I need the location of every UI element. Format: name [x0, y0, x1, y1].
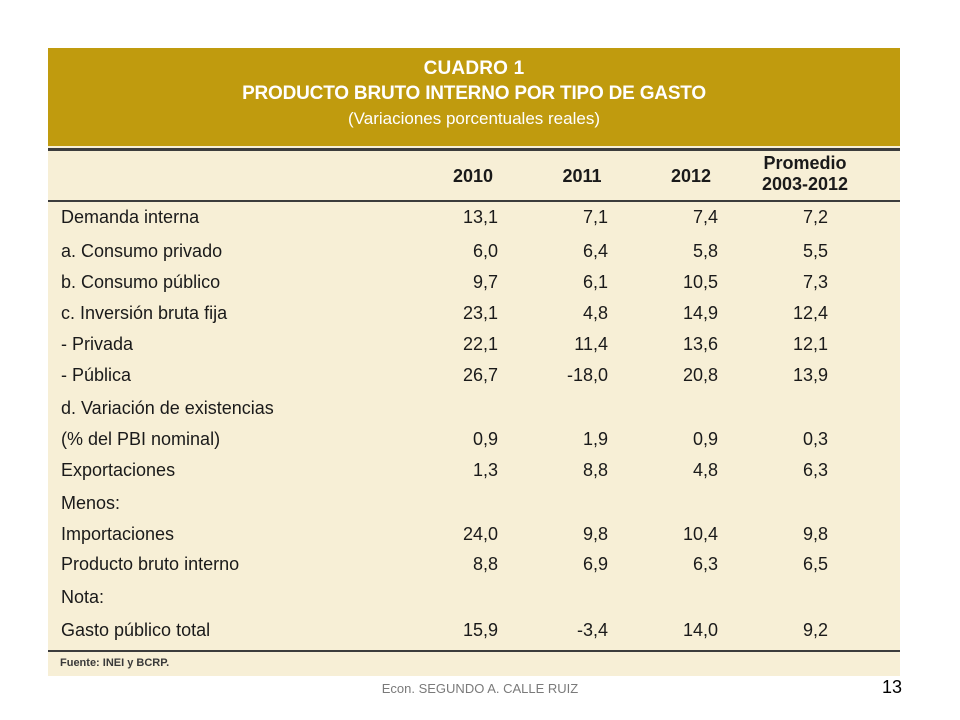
table-top-rule: [48, 148, 900, 151]
row-value-2011: 6,9: [582, 554, 608, 574]
row-label: Menos:: [61, 493, 121, 513]
row-label: Importaciones: [61, 524, 175, 544]
row-value-2012: 7,4: [692, 207, 718, 227]
row-value-2012: 14,0: [682, 620, 718, 640]
table-source: Fuente: INEI y BCRP.: [60, 657, 170, 669]
column-header-average: Promedio 2003-2012: [740, 153, 870, 195]
row-value-2010: 8,8: [472, 554, 498, 574]
row-value-2010: 9,7: [472, 272, 498, 292]
row-value-2012: 4,8: [692, 460, 718, 480]
slide-page-number: 13: [881, 677, 902, 697]
row-value-2010: 15,9: [462, 620, 498, 640]
row-value-2012: 6,3: [692, 554, 718, 574]
row-value-average: 12,4: [792, 303, 828, 323]
row-value-2010: 1,3: [472, 460, 498, 480]
row-value-2012: 0,9: [692, 429, 718, 449]
table-header-rule: [48, 200, 900, 202]
row-value-2011: 11,4: [574, 334, 608, 354]
table-title-band: CUADRO 1 PRODUCTO BRUTO INTERNO POR TIPO…: [48, 48, 900, 146]
row-label: d. Variación de existencias: [61, 398, 274, 418]
row-value-average: 13,9: [792, 365, 828, 385]
row-value-average: 7,3: [802, 272, 828, 292]
row-value-2011: 7,1: [582, 207, 608, 227]
row-label: b. Consumo público: [61, 272, 221, 292]
row-value-2011: 8,8: [582, 460, 608, 480]
table-bottom-rule: [48, 650, 900, 652]
row-value-2011: 1,9: [582, 429, 608, 449]
row-value-average: 12,1: [792, 334, 828, 354]
row-value-2011: 9,8: [582, 524, 608, 544]
row-value-2011: -18,0: [566, 365, 608, 385]
row-value-average: 5,5: [802, 241, 828, 261]
row-value-2010: 23,1: [462, 303, 498, 323]
row-value-2010: 24,0: [462, 524, 498, 544]
column-header-2010: 2010: [452, 166, 494, 186]
row-value-2011: -3,4: [576, 620, 608, 640]
row-label: - Pública: [61, 365, 132, 385]
row-value-2011: 6,4: [582, 241, 608, 261]
column-header-2011: 2011: [562, 166, 602, 186]
table-row: Importaciones 24,0 9,8 10,4 9,8: [48, 520, 900, 550]
table-row: d. Variación de existencias: [48, 394, 900, 424]
table-row: (% del PBI nominal) 0,9 1,9 0,9 0,3: [48, 425, 900, 455]
row-value-average: 0,3: [802, 429, 828, 449]
column-header-average-line2: 2003-2012: [761, 174, 849, 194]
row-value-2012: 13,6: [682, 334, 718, 354]
table-subtitle: PRODUCTO BRUTO INTERNO POR TIPO DE GASTO: [242, 83, 706, 104]
row-label: - Privada: [61, 334, 134, 354]
table-row: b. Consumo público 9,7 6,1 10,5 7,3: [48, 268, 900, 298]
row-value-2011: 4,8: [582, 303, 608, 323]
column-header-average-line1: Promedio: [763, 153, 847, 173]
row-value-average: 9,2: [802, 620, 828, 640]
row-value-2012: 10,5: [682, 272, 718, 292]
row-value-2010: 26,7: [462, 365, 498, 385]
row-label: Nota:: [61, 587, 105, 607]
row-label: Exportaciones: [61, 460, 176, 480]
table-row: Exportaciones 1,3 8,8 4,8 6,3: [48, 456, 900, 486]
table-row: Nota:: [48, 583, 900, 613]
table-row: Gasto público total 15,9 -3,4 14,0 9,2: [48, 616, 900, 646]
row-value-2012: 10,4: [682, 524, 718, 544]
row-value-average: 7,2: [802, 207, 828, 227]
table-row: - Privada 22,1 11,4 13,6 12,1: [48, 330, 900, 360]
table-row: a. Consumo privado 6,0 6,4 5,8 5,5: [48, 237, 900, 267]
slide-footer-author: Econ. SEGUNDO A. CALLE RUIZ: [381, 681, 579, 696]
row-label: Producto bruto interno: [61, 554, 240, 574]
row-value-2010: 0,9: [472, 429, 498, 449]
table-row: Menos:: [48, 489, 900, 519]
row-value-average: 6,3: [802, 460, 828, 480]
row-value-2010: 6,0: [472, 241, 498, 261]
row-value-average: 6,5: [802, 554, 828, 574]
data-table-card: CUADRO 1 PRODUCTO BRUTO INTERNO POR TIPO…: [48, 48, 900, 676]
row-value-2012: 20,8: [682, 365, 718, 385]
table-row: Demanda interna 13,1 7,1 7,4 7,2: [48, 203, 900, 233]
row-value-2012: 5,8: [692, 241, 718, 261]
table-title: CUADRO 1: [423, 58, 525, 79]
row-label: c. Inversión bruta fija: [61, 303, 228, 323]
row-label: (% del PBI nominal): [61, 429, 221, 449]
row-value-2010: 22,1: [462, 334, 498, 354]
column-header-2012: 2012: [670, 166, 712, 186]
table-row: c. Inversión bruta fija 23,1 4,8 14,9 12,4: [48, 299, 900, 329]
row-label: Demanda interna: [61, 207, 200, 227]
row-label: a. Consumo privado: [61, 241, 223, 261]
row-value-2010: 13,1: [462, 207, 498, 227]
table-note: (Variaciones porcentuales reales): [348, 109, 600, 128]
row-value-2012: 14,9: [682, 303, 718, 323]
table-row: Producto bruto interno 8,8 6,9 6,3 6,5: [48, 550, 900, 580]
table-row: - Pública 26,7 -18,0 20,8 13,9: [48, 361, 900, 391]
row-value-average: 9,8: [802, 524, 828, 544]
row-label: Gasto público total: [61, 620, 211, 640]
row-value-2011: 6,1: [582, 272, 608, 292]
